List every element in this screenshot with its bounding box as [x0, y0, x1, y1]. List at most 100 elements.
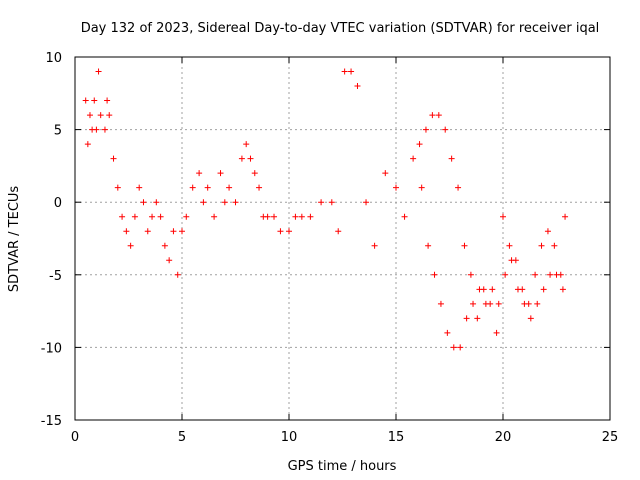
data-point: [127, 242, 134, 249]
data-point: [277, 228, 284, 235]
data-point: [544, 228, 551, 235]
data-point: [467, 271, 474, 278]
data-point: [547, 271, 554, 278]
data-point: [553, 271, 560, 278]
data-point: [534, 300, 541, 307]
data-point: [149, 213, 156, 220]
data-point: [136, 184, 143, 191]
data-point: [101, 126, 108, 133]
data-point: [189, 184, 196, 191]
data-point: [551, 242, 558, 249]
data-point: [527, 315, 534, 322]
data-point: [500, 213, 506, 220]
data-point: [444, 329, 451, 336]
data-point: [153, 199, 160, 206]
axis-ticks: 0 5 10 15 20 25 -15 -10 -5 0 5 10: [41, 51, 619, 445]
data-point: [371, 242, 378, 249]
y-tick-label: -5: [49, 269, 62, 284]
data-point: [226, 184, 233, 191]
data-point: [482, 300, 489, 307]
data-point: [461, 242, 468, 249]
data-point: [493, 329, 500, 336]
data-point: [271, 213, 278, 220]
data-point: [442, 126, 449, 133]
data-point: [348, 68, 355, 75]
data-point: [437, 300, 444, 307]
data-point: [95, 68, 102, 75]
data-point: [123, 228, 130, 235]
data-point: [217, 170, 224, 177]
data-point: [183, 213, 190, 220]
data-point: [86, 112, 93, 119]
data-point: [422, 126, 429, 133]
data-point: [114, 184, 121, 191]
data-point: [97, 112, 104, 119]
x-tick-label: 15: [388, 430, 405, 445]
x-tick-label: 0: [71, 430, 79, 445]
data-point: [401, 213, 408, 220]
data-point: [450, 344, 457, 351]
plot-frame: [74, 56, 611, 421]
data-point: [416, 141, 423, 148]
data-point: [429, 112, 436, 119]
data-point: [106, 112, 113, 119]
data-point: [335, 228, 342, 235]
data-point: [470, 300, 477, 307]
data-point: [508, 257, 515, 264]
data-point: [328, 199, 335, 206]
data-point: [157, 213, 164, 220]
data-point: [521, 300, 528, 307]
data-point: [247, 155, 254, 162]
data-point: [410, 155, 417, 162]
x-tick-label: 20: [495, 430, 512, 445]
data-series: [82, 68, 569, 336]
data-point: [174, 271, 181, 278]
data-point: [82, 97, 89, 104]
data-point: [538, 242, 545, 249]
data-point: [196, 170, 203, 177]
x-tick-label: 5: [178, 430, 186, 445]
data-point: [140, 199, 147, 206]
data-point: [476, 286, 483, 293]
data-point: [238, 155, 245, 162]
data-point: [286, 228, 292, 235]
y-tick-label: -10: [41, 341, 62, 356]
data-point: [200, 199, 207, 206]
data-point: [474, 315, 481, 322]
data-point: [448, 155, 455, 162]
data-point: [251, 170, 258, 177]
data-point: [489, 286, 496, 293]
data-point: [363, 199, 370, 206]
data-point: [463, 315, 470, 322]
data-point: [204, 184, 211, 191]
data-series: [418, 184, 566, 351]
data-point: [307, 213, 314, 220]
data-point: [532, 271, 539, 278]
data-point: [425, 242, 432, 249]
data-point: [382, 170, 389, 177]
data-point: [559, 286, 566, 293]
data-points: [82, 68, 569, 351]
data-point: [431, 271, 438, 278]
x-tick-label: 25: [602, 430, 619, 445]
y-tick-label: 5: [54, 124, 62, 139]
data-point: [211, 213, 218, 220]
data-point: [104, 97, 111, 104]
data-point: [540, 286, 547, 293]
data-point: [562, 213, 569, 220]
data-point: [91, 97, 98, 104]
chart-title: Day 132 of 2023, Sidereal Day-to-day VTE…: [81, 21, 600, 36]
data-point: [341, 68, 348, 75]
data-point: [298, 213, 305, 220]
data-point: [457, 344, 464, 351]
data-point: [435, 112, 442, 119]
data-point: [144, 228, 151, 235]
data-point: [221, 199, 228, 206]
data-point: [119, 213, 126, 220]
data-point: [318, 199, 325, 206]
y-tick-label: 10: [45, 51, 62, 66]
data-point: [455, 184, 462, 191]
data-point: [179, 228, 185, 235]
data-point: [502, 271, 509, 278]
